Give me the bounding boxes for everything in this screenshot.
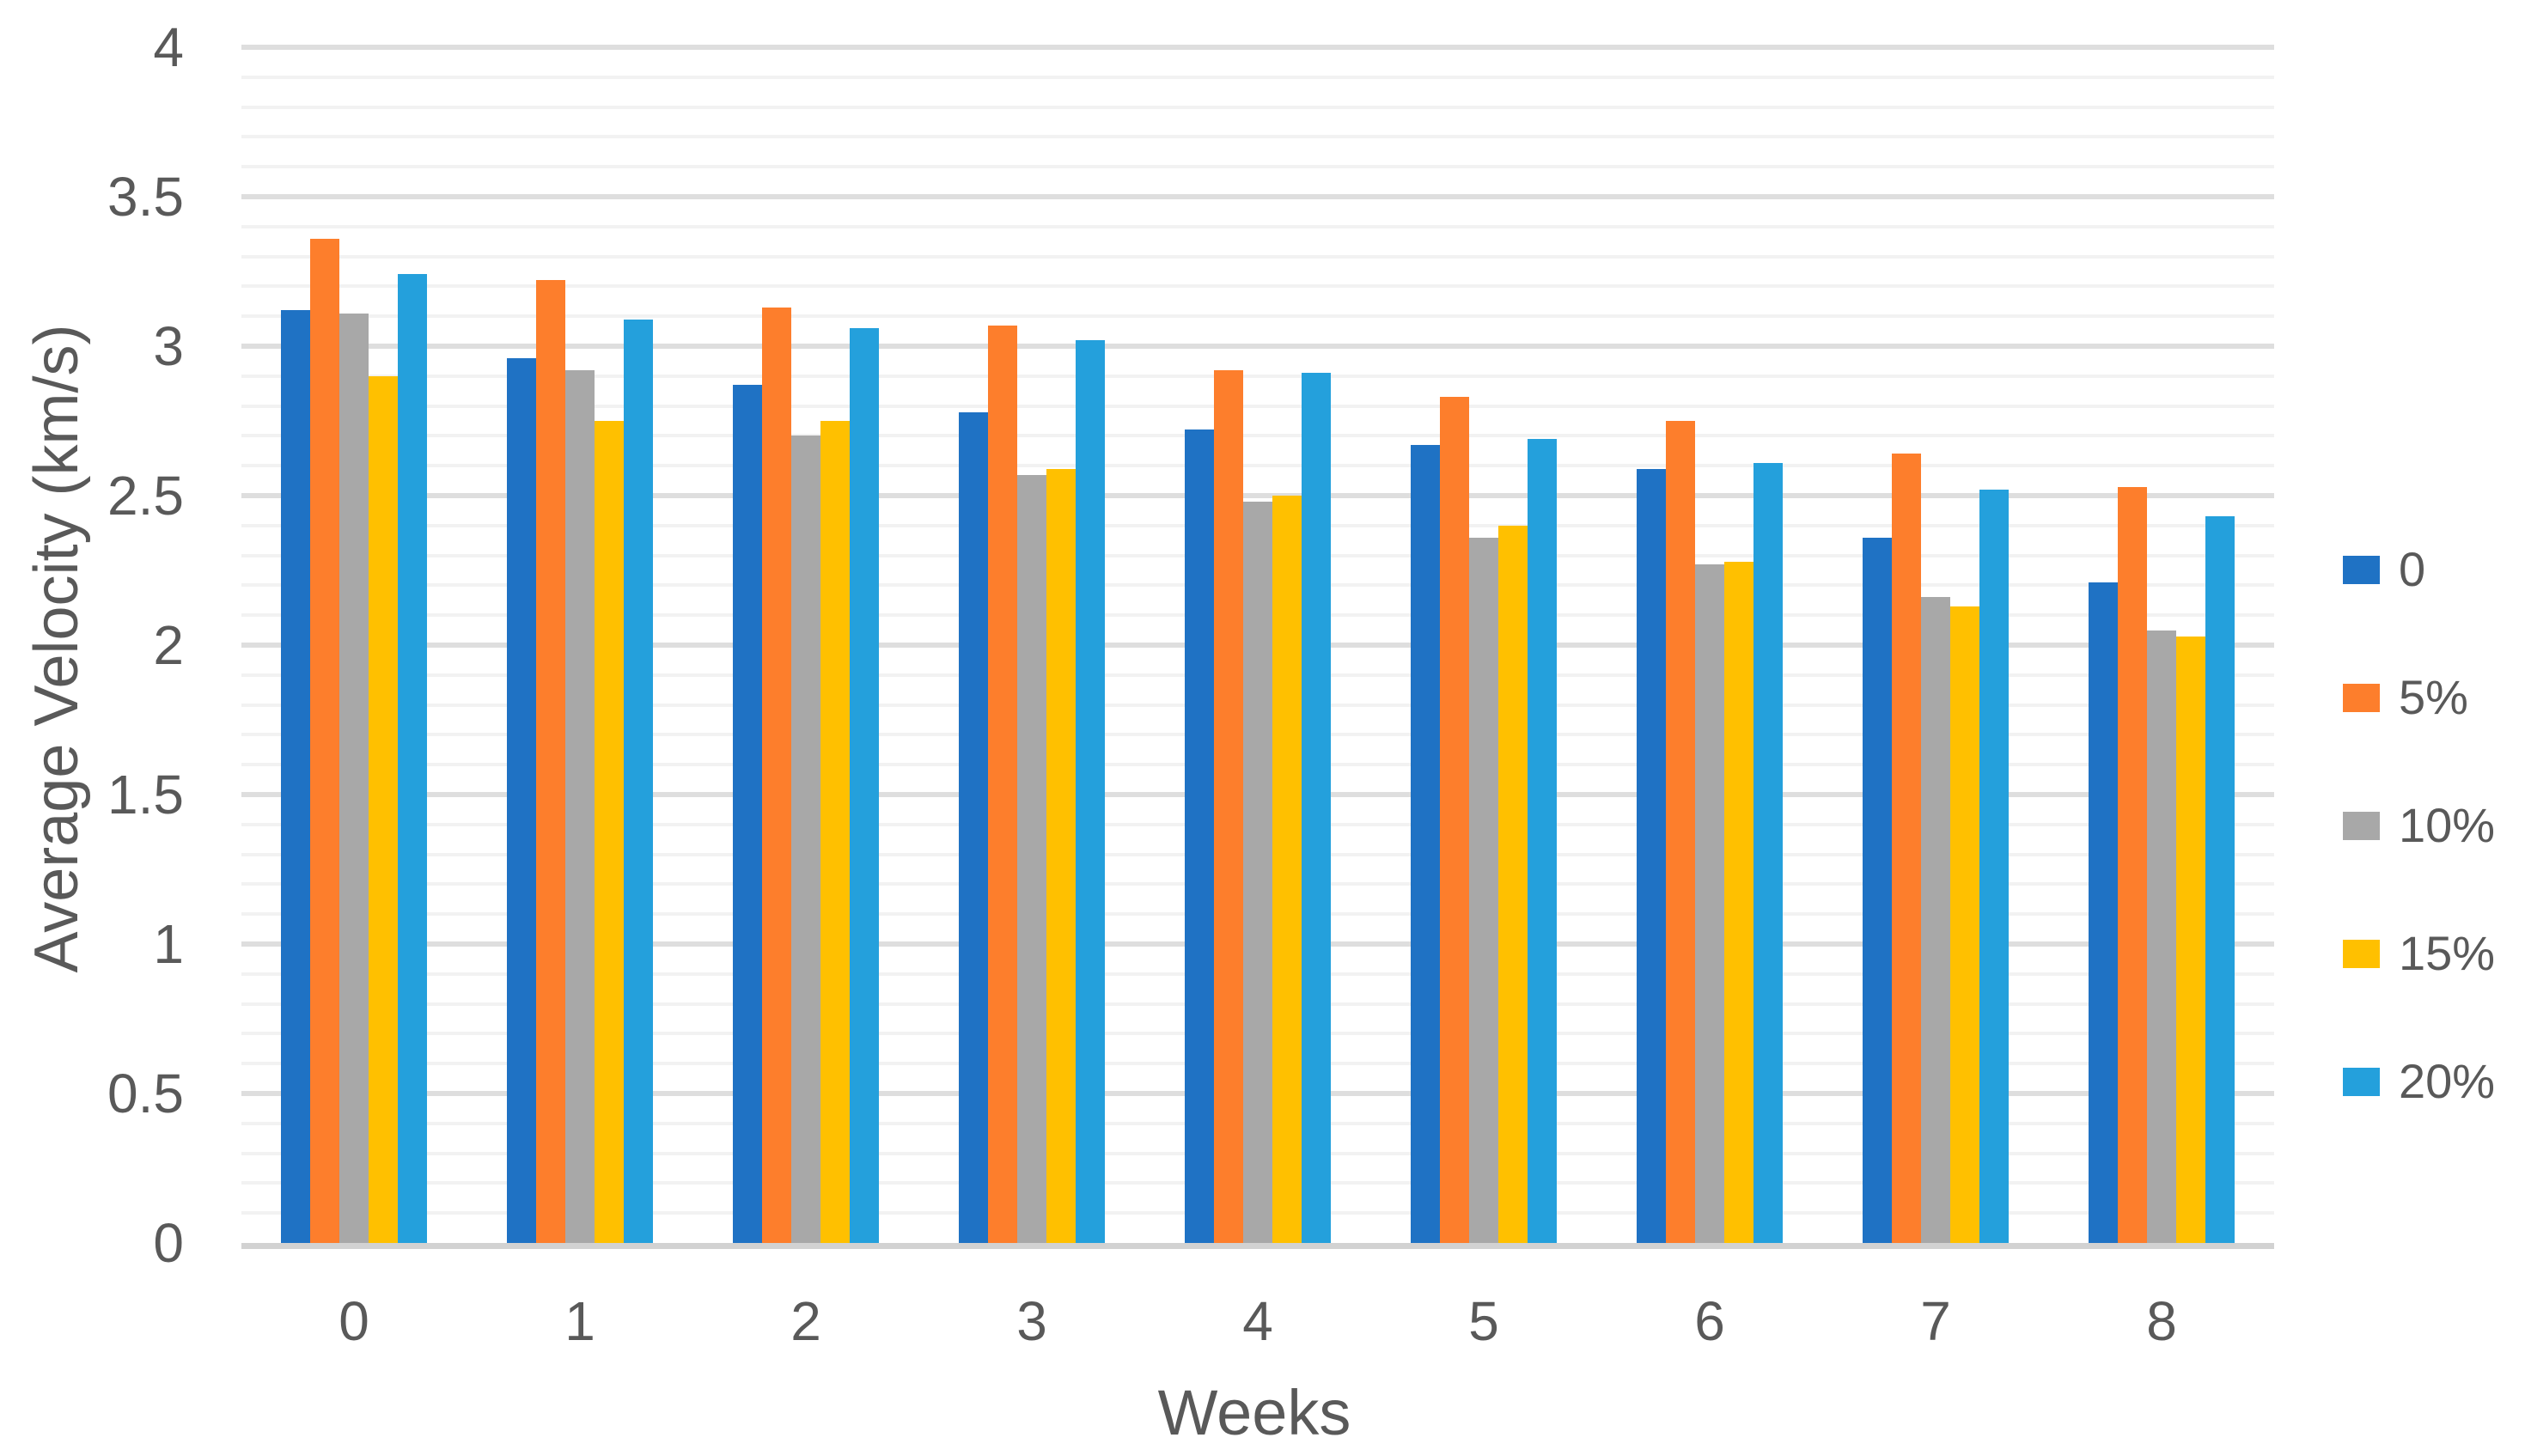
bar-series-10%-week-8 (2147, 631, 2176, 1243)
bar-series-0-week-1 (507, 358, 536, 1243)
legend-label-20%: 20% (2399, 1054, 2496, 1108)
legend-swatch-10% (2343, 811, 2380, 840)
bar-series-20%-week-8 (2205, 516, 2235, 1243)
bar-series-5%-week-1 (536, 280, 565, 1243)
legend-swatch-15% (2343, 939, 2380, 968)
minor-gridline (241, 135, 2274, 139)
major-gridline (241, 493, 2274, 498)
major-gridline (241, 45, 2274, 50)
bar-series-15%-week-0 (369, 376, 398, 1243)
bar-series-10%-week-1 (565, 370, 595, 1243)
minor-gridline (241, 464, 2274, 468)
bar-series-5%-week-2 (762, 308, 791, 1243)
y-tick-label-2.5: 2.5 (107, 465, 184, 527)
x-tick-label-5: 5 (1468, 1290, 1499, 1352)
bar-series-20%-week-7 (1979, 490, 2009, 1243)
bar-series-0-week-0 (281, 310, 310, 1243)
major-gridline (241, 194, 2274, 199)
y-tick-label-3: 3 (153, 315, 184, 377)
x-tick-label-6: 6 (1694, 1290, 1725, 1352)
bar-series-10%-week-3 (1017, 475, 1046, 1243)
y-tick-label-3.5: 3.5 (107, 166, 184, 228)
x-tick-label-3: 3 (1016, 1290, 1047, 1352)
bar-series-0-week-7 (1863, 538, 1892, 1243)
minor-gridline (241, 224, 2274, 228)
y-tick-label-4: 4 (153, 16, 184, 78)
legend-swatch-0 (2343, 555, 2380, 584)
bar-series-10%-week-6 (1695, 564, 1724, 1243)
plot-area (241, 45, 2274, 1243)
legend-label-10%: 10% (2399, 798, 2496, 852)
x-tick-label-0: 0 (338, 1290, 369, 1352)
bar-series-0-week-4 (1185, 429, 1214, 1243)
bar-series-15%-week-2 (820, 421, 850, 1243)
bar-series-20%-week-2 (850, 328, 879, 1243)
bar-series-20%-week-1 (624, 320, 653, 1243)
bar-series-20%-week-5 (1528, 439, 1557, 1243)
bar-series-15%-week-3 (1046, 469, 1076, 1243)
bar-series-10%-week-0 (339, 314, 369, 1243)
major-gridline (241, 344, 2274, 349)
minor-gridline (241, 254, 2274, 259)
x-tick-label-2: 2 (790, 1290, 821, 1352)
legend-swatch-5% (2343, 683, 2380, 712)
bar-series-15%-week-4 (1272, 496, 1302, 1243)
bar-series-10%-week-4 (1243, 502, 1272, 1243)
bar-series-0-week-3 (959, 412, 988, 1243)
y-tick-label-1.5: 1.5 (107, 764, 184, 825)
minor-gridline (241, 165, 2274, 169)
minor-gridline (241, 434, 2274, 438)
bar-series-15%-week-6 (1724, 562, 1753, 1243)
bar-series-20%-week-0 (398, 274, 427, 1243)
minor-gridline (241, 75, 2274, 79)
x-tick-label-1: 1 (564, 1290, 595, 1352)
legend-swatch-20% (2343, 1067, 2380, 1096)
bar-series-20%-week-4 (1302, 373, 1331, 1243)
bar-series-5%-week-6 (1666, 421, 1695, 1243)
legend-label-0: 0 (2399, 542, 2426, 596)
bar-series-10%-week-2 (791, 436, 820, 1243)
bar-series-0-week-5 (1411, 445, 1440, 1243)
bar-series-5%-week-8 (2118, 487, 2147, 1243)
bar-series-15%-week-5 (1498, 526, 1528, 1243)
x-tick-label-4: 4 (1242, 1290, 1273, 1352)
bar-series-20%-week-6 (1753, 463, 1783, 1243)
bar-series-5%-week-4 (1214, 370, 1243, 1243)
bar-series-5%-week-3 (988, 326, 1017, 1243)
bar-series-15%-week-7 (1950, 606, 1979, 1243)
y-tick-label-2: 2 (153, 614, 184, 676)
legend-item-10%: 10% (2343, 800, 2495, 851)
legend-item-20%: 20% (2343, 1056, 2495, 1107)
legend-item-15%: 15% (2343, 928, 2495, 979)
minor-gridline (241, 105, 2274, 109)
y-tick-label-1: 1 (153, 913, 184, 975)
bar-series-0-week-2 (733, 385, 762, 1243)
bar-series-0-week-8 (2089, 582, 2118, 1243)
bar-series-0-week-6 (1637, 469, 1666, 1243)
bar-series-10%-week-7 (1921, 597, 1950, 1243)
minor-gridline (241, 404, 2274, 408)
legend-label-15%: 15% (2399, 926, 2496, 980)
bar-series-20%-week-3 (1076, 340, 1105, 1243)
legend-item-5%: 5% (2343, 672, 2468, 723)
minor-gridline (241, 284, 2274, 289)
y-tick-label-0: 0 (153, 1212, 184, 1274)
legend-item-0: 0 (2343, 544, 2425, 595)
legend-label-5%: 5% (2399, 670, 2468, 724)
bar-series-5%-week-5 (1440, 397, 1469, 1243)
x-tick-label-8: 8 (2146, 1290, 2177, 1352)
bar-series-15%-week-1 (595, 421, 624, 1243)
x-axis-title: Weeks (1157, 1377, 1351, 1448)
bar-series-15%-week-8 (2176, 637, 2205, 1243)
bar-series-5%-week-0 (310, 239, 339, 1243)
y-tick-label-0.5: 0.5 (107, 1063, 184, 1124)
x-tick-label-7: 7 (1920, 1290, 1951, 1352)
minor-gridline (241, 374, 2274, 378)
x-axis-line (241, 1243, 2274, 1249)
bar-series-10%-week-5 (1469, 538, 1498, 1243)
minor-gridline (241, 314, 2274, 319)
bar-series-5%-week-7 (1892, 454, 1921, 1243)
